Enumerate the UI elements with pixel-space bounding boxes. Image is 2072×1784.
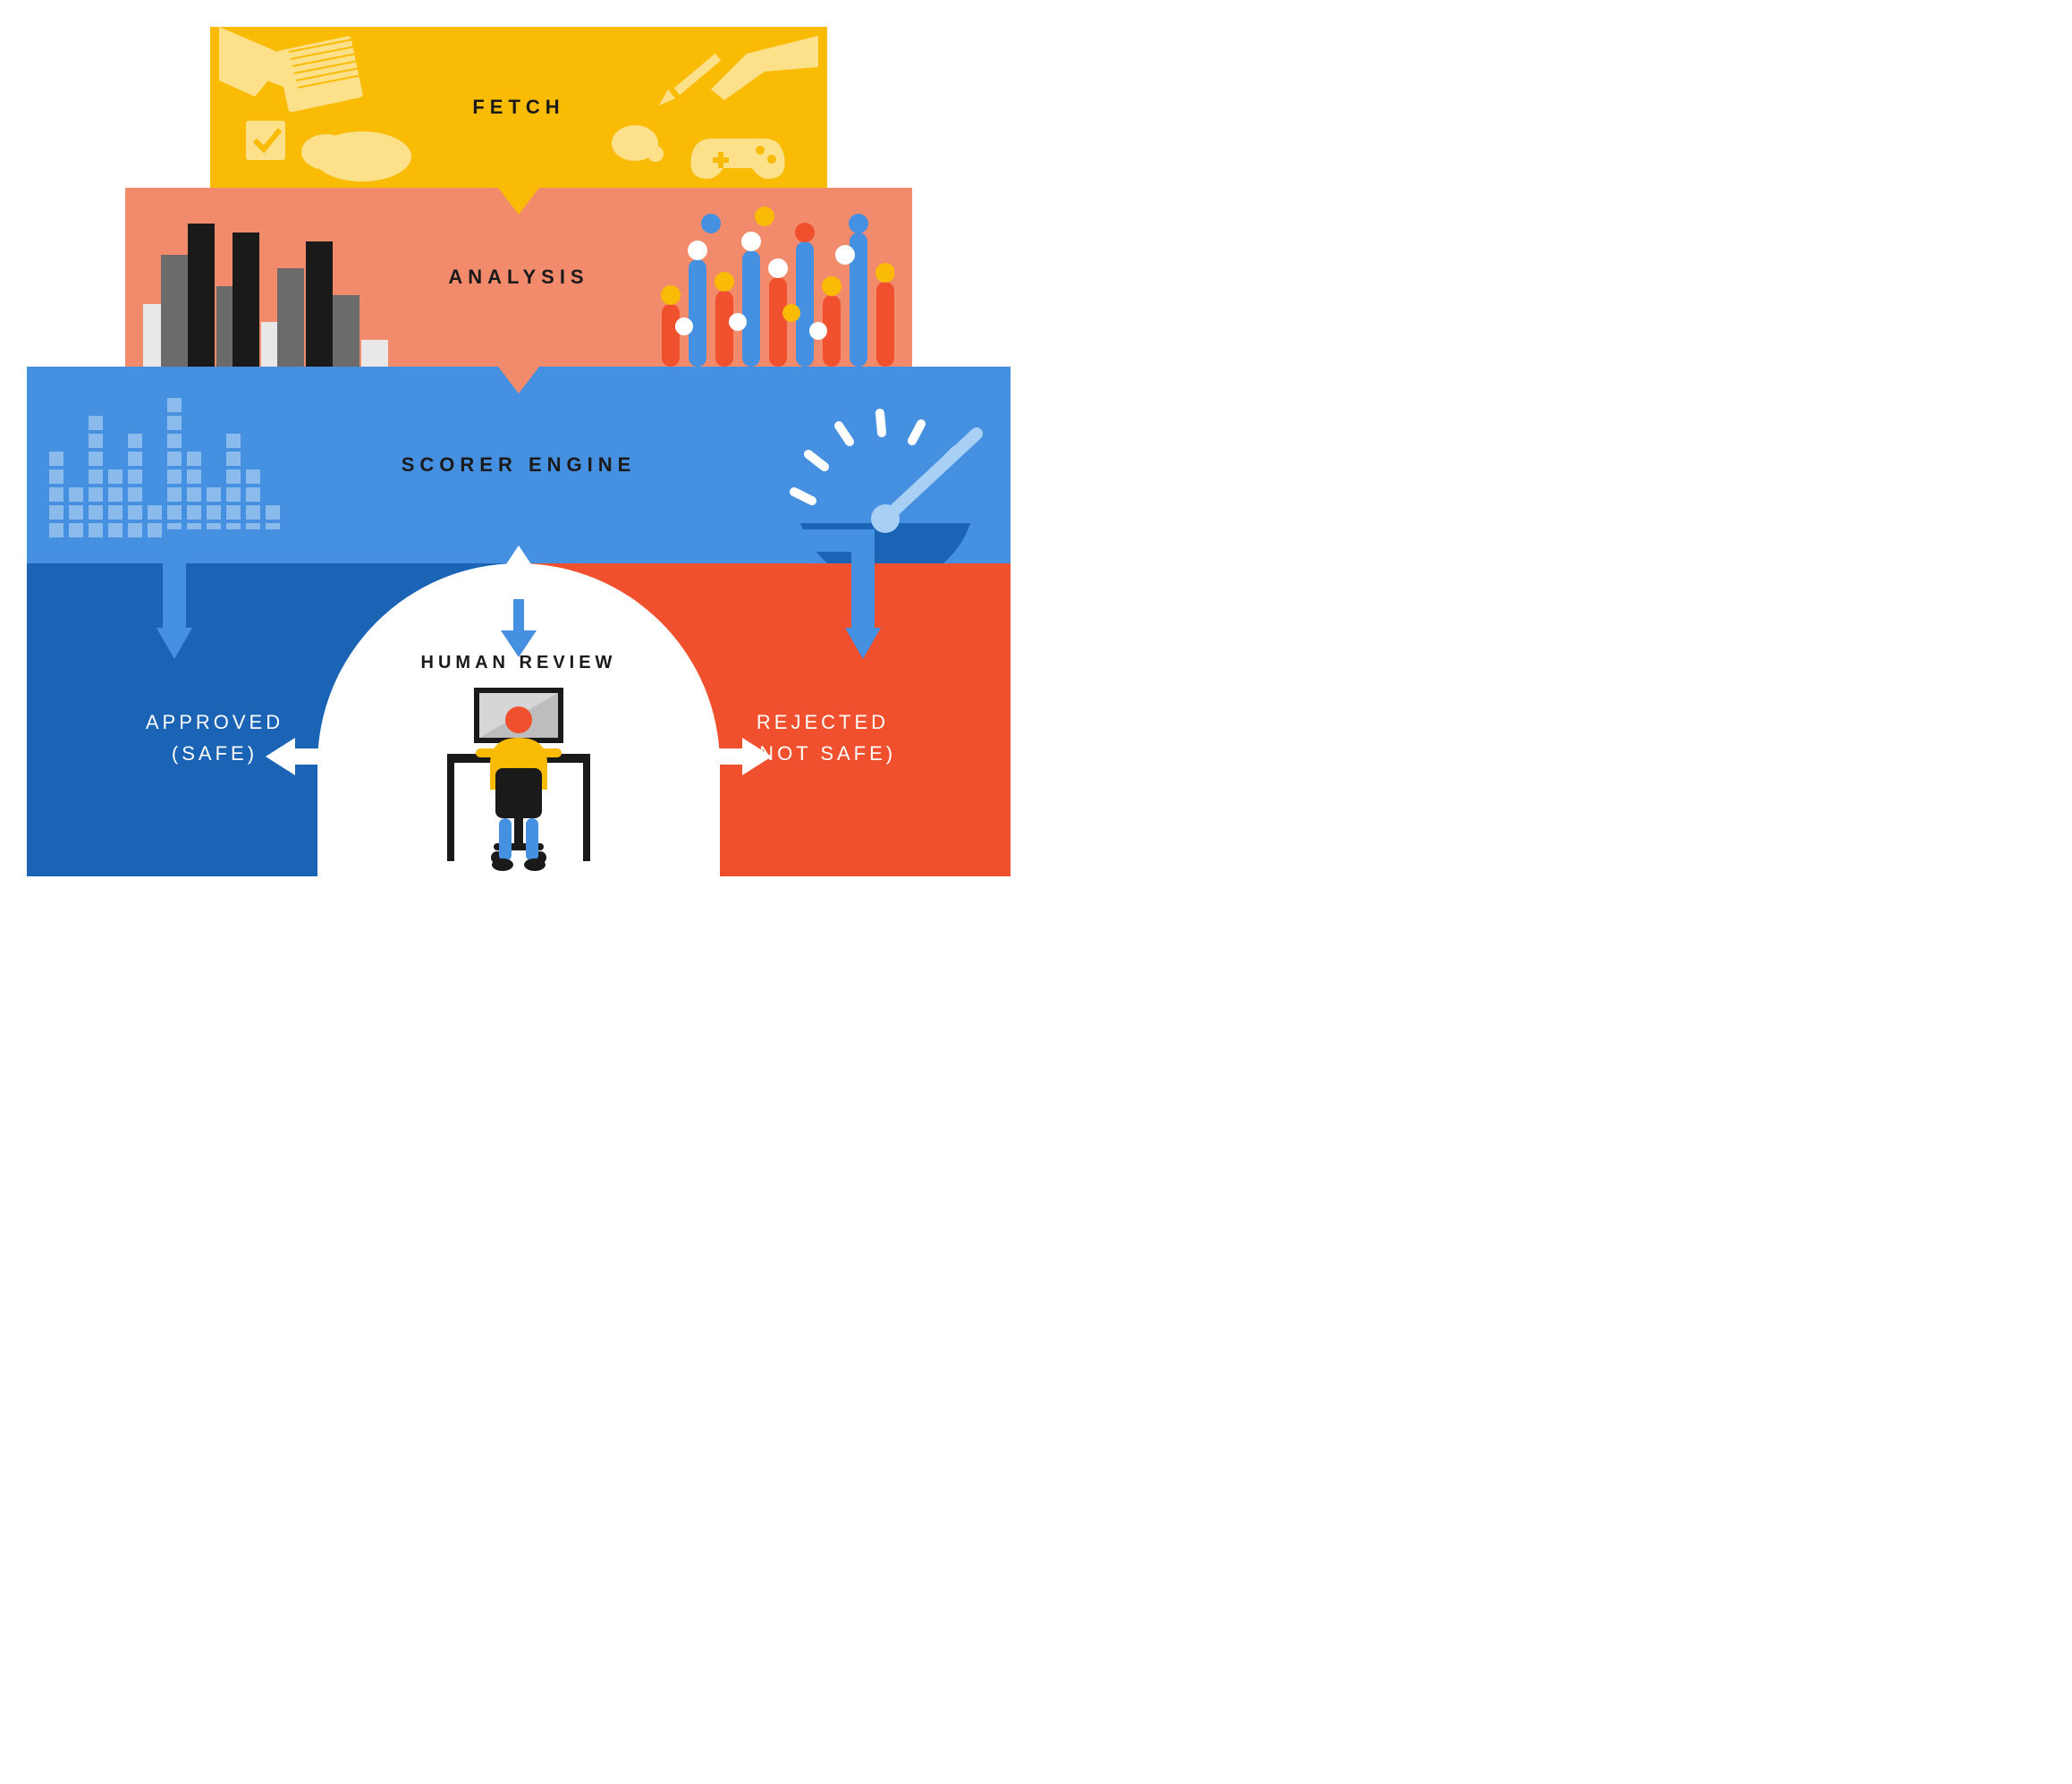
approved-line2: (SAFE) xyxy=(172,742,258,765)
stage-fetch: FETCH xyxy=(210,27,827,188)
analysis-dotspikes-icon xyxy=(653,206,894,367)
analysis-barchart-icon xyxy=(143,206,393,367)
arrow-scorer-to-approved xyxy=(152,529,322,672)
arrow-analysis-to-scorer xyxy=(495,363,542,393)
review-flow-diagram: FETCH xyxy=(27,27,1011,876)
outcome-approved-label: APPROVED (SAFE) xyxy=(146,706,283,769)
arrow-scorer-to-rejected xyxy=(715,529,885,672)
scorer-equalizer-icon xyxy=(49,389,300,550)
rejected-line2: (NOT SAFE) xyxy=(749,742,896,765)
stage-fetch-label: FETCH xyxy=(472,96,564,119)
stage-analysis: ANALYSIS xyxy=(125,188,912,367)
stage-analysis-label: ANALYSIS xyxy=(448,266,588,289)
fetch-pencil-gamepad-icon xyxy=(586,36,818,188)
arrow-scorer-human-bidirectional xyxy=(492,545,545,662)
approved-line1: APPROVED xyxy=(146,711,283,733)
outcome-rejected-label: REJECTED (NOT SAFE) xyxy=(749,706,896,769)
stage-scorer-label: SCORER ENGINE xyxy=(402,453,637,477)
arrow-fetch-to-analysis xyxy=(495,184,542,215)
fetch-hands-file-icon xyxy=(219,27,452,188)
outcome-row: APPROVED (SAFE) REJECTED (NOT SAFE) HUMA… xyxy=(27,563,1011,876)
rejected-line1: REJECTED xyxy=(757,711,889,733)
human-reviewer-icon xyxy=(420,679,617,875)
